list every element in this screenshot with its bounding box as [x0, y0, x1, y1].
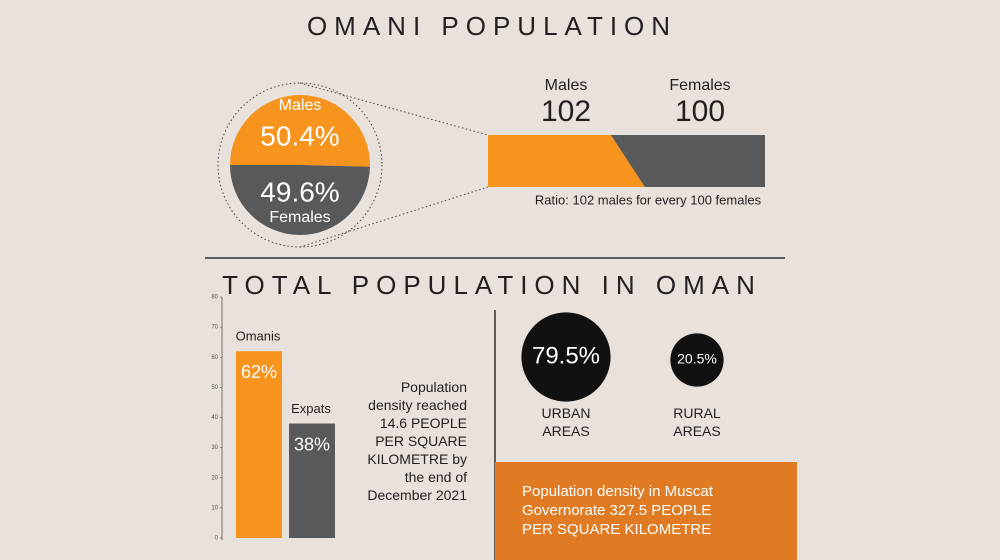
bubble-value: 20.5% — [677, 351, 717, 367]
pie-slice — [230, 94, 371, 167]
bubble — [521, 312, 611, 402]
muscat-note: Population density in Muscat Governorate… — [522, 483, 713, 538]
main-title: OMANI POPULATION — [307, 11, 677, 41]
slice-value: 49.6% — [260, 176, 339, 207]
y-tick-label: 10 — [211, 505, 218, 511]
slice-value: 50.4% — [260, 120, 339, 151]
ratio-note: Ratio: 102 males for every 100 females — [535, 192, 762, 207]
bar — [236, 351, 282, 538]
slice-label: Females — [269, 209, 330, 226]
bubble-label: RURAL AREAS — [673, 405, 721, 439]
slice-label: Males — [279, 97, 322, 114]
muscat-box — [495, 462, 797, 560]
y-tick-label: 60 — [211, 355, 218, 361]
bar-category: Expats — [291, 401, 331, 416]
zoom-line — [299, 186, 489, 248]
y-tick-label: 80 — [211, 295, 218, 301]
bubble-label: URBAN AREAS — [541, 405, 591, 439]
y-tick-label: 0 — [215, 536, 219, 542]
ratio-label: Females — [669, 77, 730, 94]
bubble — [670, 333, 724, 387]
ratio-label: Males — [545, 77, 588, 94]
y-tick-label: 50 — [211, 385, 218, 391]
bar-value: 38% — [294, 434, 330, 454]
y-tick-label: 20 — [211, 475, 218, 481]
bar-value: 62% — [241, 362, 277, 382]
y-tick-label: 40 — [211, 415, 218, 421]
ratio-value: 102 — [541, 95, 591, 128]
y-tick-label: 30 — [211, 445, 218, 451]
bubble-value: 79.5% — [532, 342, 600, 369]
ratio-value: 100 — [675, 95, 725, 128]
pie-slice — [230, 165, 370, 235]
ratio-segment — [488, 135, 645, 187]
section-title: TOTAL POPULATION IN OMAN — [222, 270, 762, 300]
bar-category: Omanis — [236, 329, 281, 344]
zoom-line — [299, 82, 489, 136]
y-tick-label: 70 — [211, 325, 218, 331]
bar — [289, 423, 335, 538]
ratio-segment — [610, 135, 765, 187]
density-note: Population density reached 14.6 PEOPLE P… — [367, 379, 467, 503]
